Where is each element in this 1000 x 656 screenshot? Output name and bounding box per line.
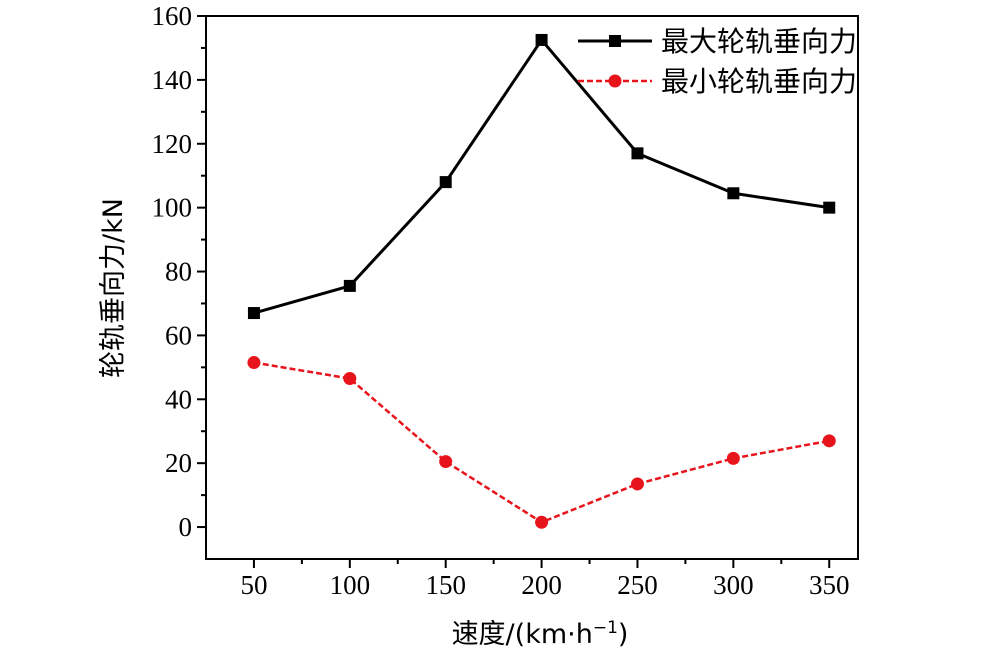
- series-1: [247, 33, 836, 320]
- y-tick-label: 120: [152, 129, 193, 159]
- data-point: [439, 176, 452, 189]
- data-point: [823, 201, 836, 214]
- data-point: [343, 279, 356, 292]
- legend-item-2: 最小轮轨垂向力: [578, 65, 857, 98]
- series-line: [253, 361, 830, 524]
- legend-label: 最小轮轨垂向力: [661, 65, 857, 98]
- x-axis: 50 100 150 200 250 300 350: [240, 559, 849, 600]
- x-tick-label: 100: [330, 570, 371, 600]
- x-axis-title: 速度/(km·h−1): [452, 618, 629, 650]
- y-axis: 0 20 40 60 80 100 120 140 160: [152, 1, 206, 542]
- y-tick-label: 80: [165, 257, 192, 287]
- x-axis-title-main: 速度/(km·h: [452, 619, 593, 650]
- x-tick-label: 250: [617, 570, 658, 600]
- data-point: [247, 356, 261, 370]
- series-layer: [247, 33, 836, 529]
- data-point: [343, 372, 357, 386]
- y-axis-title: 轮轨垂向力/kN: [98, 198, 129, 378]
- y-tick-label: 40: [165, 384, 192, 414]
- data-point: [726, 451, 740, 465]
- y-tick-label: 140: [152, 65, 193, 95]
- y-tick-label: 60: [165, 320, 192, 350]
- legend-item-1: 最大轮轨垂向力: [578, 25, 857, 58]
- x-axis-title-sup: −1: [593, 618, 618, 638]
- y-tick-label: 20: [165, 448, 192, 478]
- data-point: [727, 187, 740, 200]
- legend-marker: [608, 74, 622, 88]
- data-point: [439, 455, 453, 469]
- x-tick-label: 150: [425, 570, 466, 600]
- data-point: [631, 147, 644, 160]
- plot-frame: [205, 15, 859, 560]
- data-point: [822, 434, 836, 448]
- series-2: [247, 356, 836, 529]
- x-tick-label: 50: [240, 570, 267, 600]
- data-point: [535, 33, 548, 46]
- legend-label: 最大轮轨垂向力: [661, 25, 857, 58]
- plot-border: [205, 15, 859, 560]
- x-tick-label: 300: [713, 570, 754, 600]
- data-point: [247, 307, 260, 320]
- y-tick-label: 100: [152, 193, 193, 223]
- data-point: [630, 477, 644, 491]
- data-point: [535, 515, 549, 529]
- x-tick-label: 350: [809, 570, 850, 600]
- legend-marker: [609, 35, 621, 47]
- x-axis-title-close: ): [618, 619, 629, 650]
- x-tick-label: 200: [521, 570, 562, 600]
- y-tick-label: 0: [179, 512, 193, 542]
- y-tick-label: 160: [152, 1, 193, 31]
